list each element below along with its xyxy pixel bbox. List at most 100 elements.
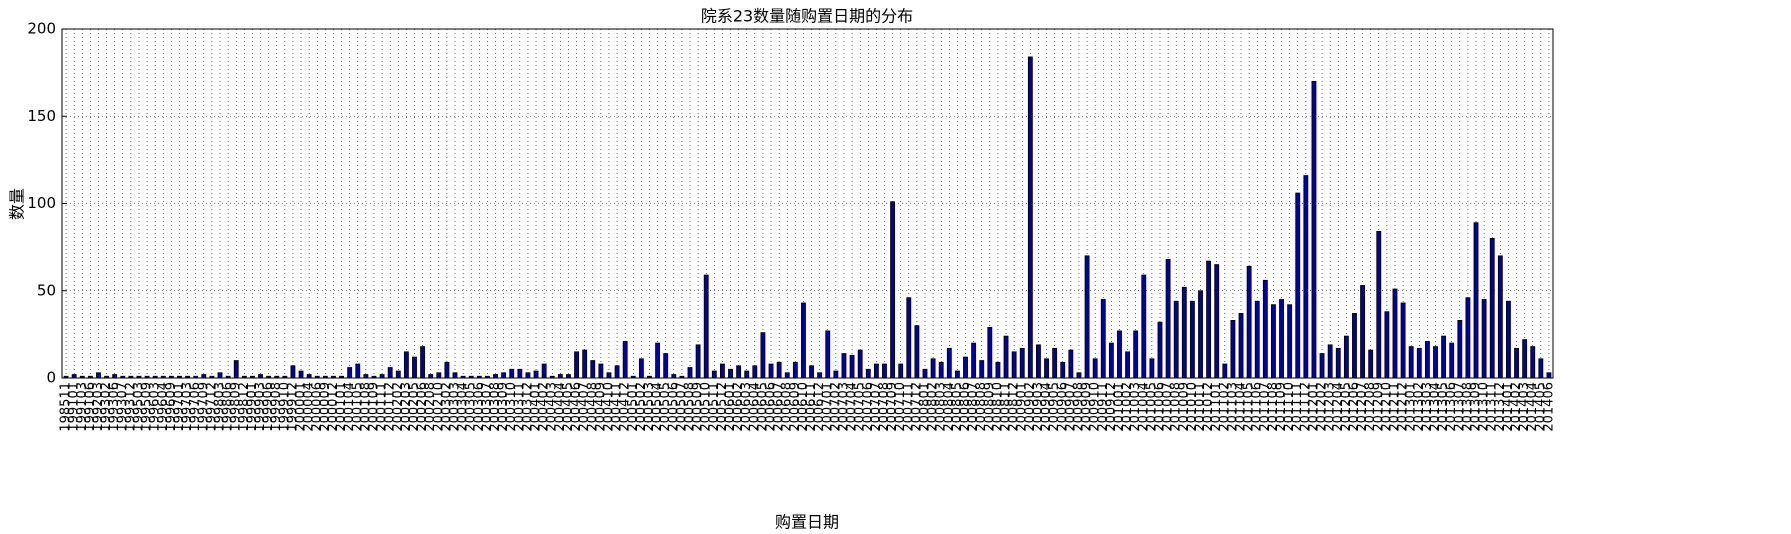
- bar: [784, 372, 790, 379]
- bar: [1352, 313, 1357, 379]
- x-tick-label: 200004: [302, 382, 317, 432]
- bar: [1230, 320, 1236, 379]
- bar: [1068, 349, 1074, 379]
- x-tick-label: 200408: [585, 382, 600, 432]
- x-tick-label: 201206: [1347, 382, 1362, 432]
- x-tick-label: 201110: [1282, 382, 1297, 432]
- y-tick-label: 0: [46, 369, 56, 387]
- x-tick-label: 200606: [764, 382, 779, 432]
- bar: [1311, 80, 1317, 379]
- bar: [638, 358, 644, 379]
- x-tick-label: 199812: [237, 382, 252, 432]
- x-tick-label: 200202: [391, 382, 406, 432]
- x-tick-label: 199701: [172, 382, 187, 432]
- x-tick-label: 200312: [520, 382, 535, 432]
- x-tick-label: 201202: [1315, 382, 1330, 432]
- x-tick-label: 201306: [1444, 382, 1459, 432]
- bar: [1254, 300, 1260, 379]
- x-tick-label: 199912: [285, 382, 300, 432]
- bar: [841, 353, 847, 379]
- x-tick-label: 200709: [885, 382, 900, 432]
- bar: [1408, 346, 1414, 379]
- x-tick-label: 199106: [83, 382, 98, 432]
- bar: [306, 374, 312, 379]
- x-tick-label: 200206: [415, 382, 430, 432]
- bar: [1222, 363, 1228, 379]
- bar: [1141, 274, 1147, 379]
- x-tick-label: 200903: [1031, 382, 1046, 432]
- x-tick-label: 200309: [496, 382, 511, 432]
- chart-title: 院系23数量随购置日期的分布: [701, 7, 913, 26]
- x-tick-label: 200803: [934, 382, 949, 432]
- x-tick-label: 200704: [845, 382, 860, 432]
- bar: [857, 349, 863, 379]
- bar: [395, 370, 401, 379]
- x-tick-label: 201004: [1136, 382, 1151, 432]
- x-tick-label: 200809: [982, 382, 997, 432]
- x-tick-label: 199906: [261, 382, 276, 432]
- y-tick-label: 50: [37, 281, 56, 299]
- x-tick-label: 200311: [512, 382, 527, 432]
- bar: [71, 374, 77, 379]
- bar: [1206, 260, 1212, 379]
- x-tick-label: 200904: [1039, 382, 1054, 432]
- x-tick-label: 201109: [1274, 382, 1289, 432]
- bar: [1189, 300, 1195, 379]
- x-tick-label: 200801: [917, 382, 932, 432]
- x-tick-label: 200111: [375, 382, 390, 432]
- bar: [1327, 344, 1333, 379]
- bar: [671, 374, 677, 379]
- bar: [1157, 321, 1163, 379]
- x-tick-label: 201301: [1404, 382, 1419, 432]
- bar: [355, 363, 361, 379]
- x-tick-label: 200802: [926, 382, 941, 432]
- x-tick-label: 200607: [772, 382, 787, 432]
- bar: [557, 374, 563, 379]
- x-tick-label: 200611: [804, 382, 819, 432]
- x-tick-label: 200512: [715, 382, 730, 432]
- x-tick-label: 201207: [1355, 382, 1370, 432]
- x-tick-label: 200711: [901, 382, 916, 432]
- x-tick-label: 200307: [480, 382, 495, 432]
- bar: [1400, 302, 1406, 379]
- bar: [1173, 300, 1179, 379]
- bar: [582, 349, 588, 379]
- bar: [768, 363, 774, 379]
- bar: [938, 361, 944, 379]
- bar: [525, 372, 531, 379]
- x-tick-label: 200710: [893, 382, 908, 432]
- x-tick-label: 201006: [1152, 382, 1167, 432]
- bar: [1076, 372, 1082, 379]
- x-tick-label: 201308: [1460, 382, 1475, 432]
- x-tick-label: 201309: [1469, 382, 1484, 432]
- x-tick-label: 200605: [755, 382, 770, 432]
- x-tick-label: 200505: [658, 382, 673, 432]
- bar: [1019, 347, 1025, 379]
- x-tick-label: 200405: [561, 382, 576, 432]
- bar: [865, 368, 871, 379]
- x-tick-label: 200604: [747, 382, 762, 432]
- bar: [849, 354, 855, 379]
- x-tick-label: 200412: [618, 382, 633, 432]
- bar: [363, 374, 369, 379]
- x-tick-label: 201304: [1428, 382, 1443, 432]
- bar: [1133, 330, 1139, 379]
- bar: [622, 340, 628, 379]
- x-tick-label: 201112: [1298, 382, 1313, 432]
- x-tick-label: 201008: [1169, 382, 1184, 432]
- x-tick-label: 200108: [358, 382, 373, 432]
- x-tick-label: 201103: [1225, 382, 1240, 432]
- x-tick-label: 199307: [115, 382, 130, 432]
- bar: [760, 332, 766, 379]
- bar: [655, 342, 661, 379]
- bar: [347, 367, 353, 379]
- x-tick-label: 200101: [334, 382, 349, 432]
- x-tick-label: 200907: [1063, 382, 1078, 432]
- x-tick-label: 200403: [545, 382, 560, 432]
- x-tick-label: 201007: [1161, 382, 1176, 432]
- bar: [1125, 351, 1131, 379]
- plot-frame: [61, 28, 1554, 379]
- bar: [1279, 299, 1284, 379]
- x-tick-label: 201406: [1541, 382, 1556, 432]
- bar: [233, 360, 239, 379]
